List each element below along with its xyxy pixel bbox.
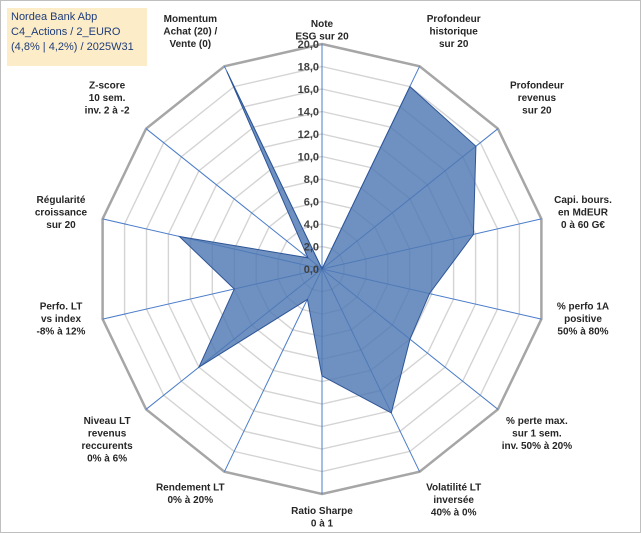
- axis-label-line: 0 à 60 G€: [561, 220, 605, 231]
- axis-label-line: Momentum: [164, 14, 217, 25]
- axis-label-line: sur 20: [46, 220, 76, 231]
- axis-label-line: en MdEUR: [558, 208, 609, 219]
- axis-label: Niveau LT revenus reccurents 0% à 6%: [82, 416, 134, 465]
- tick-label: 10,0: [298, 152, 319, 164]
- axis-label-line: vs index: [41, 314, 81, 325]
- axis-label-line: Achat (20) /: [163, 27, 217, 38]
- axis-label-line: Z-score: [89, 81, 126, 92]
- axis-label: % perte max. sur 1 sem. inv. 50% à 20%: [502, 416, 573, 452]
- axis-label-line: 40% à 0%: [431, 507, 477, 518]
- axis-label-line: sur 20: [522, 106, 552, 117]
- category-line: C4_Actions / 2_EURO: [11, 26, 121, 38]
- axis-label-line: 0% à 6%: [87, 454, 127, 465]
- axis-label-line: Volatilité LT: [426, 482, 481, 493]
- tick-label: 0,0: [304, 264, 319, 276]
- axis-label-line: Niveau LT: [84, 416, 131, 427]
- tick-labels: 0,0 2,0 4,0 6,0 8,0 10,0 12,0 14,0 16,0 18,0 20,0: [298, 39, 319, 276]
- axis-label-line: Profondeur: [510, 81, 564, 92]
- axis-label-line: inversée: [433, 495, 474, 506]
- axis-label-line: 10 sem.: [89, 93, 126, 104]
- axis-spoke: [145, 128, 323, 270]
- series: [177, 71, 477, 414]
- axis-label: Momentum Achat (20) / Vente (0): [163, 14, 217, 50]
- axis-label-line: Vente (0): [169, 39, 211, 50]
- tick-label: 8,0: [304, 174, 319, 186]
- axis-label: Régularité croissance sur 20: [35, 195, 88, 231]
- axis-label: Z-score 10 sem. inv. 2 à -2: [85, 81, 130, 117]
- axis-label: Ratio Sharpe 0 à 1: [291, 506, 353, 530]
- axis-label-line: revenus: [518, 93, 557, 104]
- axis-label: Profondeur historique sur 20: [427, 14, 481, 50]
- axis-label: Profondeur revenus sur 20: [510, 81, 564, 117]
- axis-label-line: 0 à 1: [311, 519, 334, 530]
- axis-label: % perfo 1A positive 50% à 80%: [557, 301, 609, 337]
- axis-label-line: 50% à 80%: [557, 326, 608, 337]
- tick-label: 12,0: [298, 129, 319, 141]
- title-box: Nordea Bank Abp C4_Actions / 2_EURO (4,8…: [7, 8, 147, 66]
- tick-label: 18,0: [298, 62, 319, 74]
- week-line: (4,8% | 4,2%) / 2025W31: [11, 41, 134, 53]
- axis-label-line: inv. 2 à -2: [85, 106, 130, 117]
- axis-label-line: sur 1 sem.: [512, 429, 562, 440]
- axis-spoke: [223, 268, 323, 472]
- axis-label-line: 0% à 20%: [168, 495, 214, 506]
- axis-label-line: historique: [430, 27, 479, 38]
- axis-label-line: % perfo 1A: [557, 301, 609, 312]
- tick-label: 4,0: [304, 219, 319, 231]
- axis-label-line: Profondeur: [427, 14, 481, 25]
- axis-label-line: Ratio Sharpe: [291, 506, 353, 517]
- tick-label: 6,0: [304, 197, 319, 209]
- axis-label-line: ESG sur 20: [295, 32, 349, 43]
- axis-label: Perfo. LT vs index -8% à 12%: [37, 301, 86, 337]
- axis-label-line: Capi. bours.: [554, 195, 612, 206]
- axis-label-line: sur 20: [439, 39, 469, 50]
- axis-label-line: % perte max.: [506, 416, 568, 427]
- axis-label: Rendement LT 0% à 20%: [156, 482, 225, 506]
- axis-label-line: reccurents: [82, 441, 134, 452]
- axis-label-line: -8% à 12%: [37, 326, 86, 337]
- axis-label-line: Perfo. LT: [40, 301, 83, 312]
- tick-label: 20,0: [298, 39, 319, 51]
- axis-label: Capi. bours. en MdEUR 0 à 60 G€: [554, 195, 612, 231]
- axis-label-line: inv. 50% à 20%: [502, 441, 573, 452]
- tick-label: 2,0: [304, 242, 319, 254]
- axis-label-line: Régularité: [37, 195, 86, 206]
- tick-label: 14,0: [298, 107, 319, 119]
- axis-label: Note ESG sur 20: [295, 19, 349, 43]
- axis-label-line: Note: [311, 19, 334, 30]
- company-name: Nordea Bank Abp: [11, 11, 98, 23]
- axis-label-line: positive: [564, 314, 602, 325]
- axis-label-line: revenus: [88, 429, 127, 440]
- axis-label-line: Rendement LT: [156, 482, 225, 493]
- axis-label-line: croissance: [35, 208, 88, 219]
- tick-label: 16,0: [298, 84, 319, 96]
- axis-label: Volatilité LT inversée 40% à 0%: [426, 482, 481, 518]
